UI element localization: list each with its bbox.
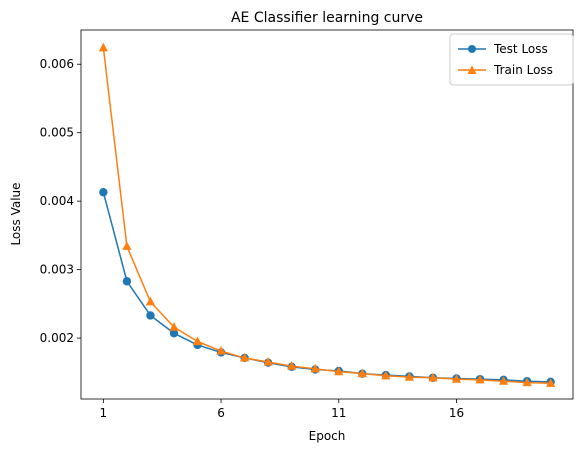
y-tick-label: 0.003: [40, 263, 74, 277]
x-tick-label: 6: [217, 406, 225, 420]
train-loss-point: [263, 357, 273, 366]
train-loss-point: [381, 370, 391, 380]
chart-title: AE Classifier learning curve: [231, 10, 423, 26]
test-loss-point: [122, 277, 132, 286]
legend-test-label: Test Loss: [493, 42, 548, 56]
train-loss-point: [357, 368, 367, 378]
train-loss-point: [546, 378, 556, 387]
test-loss-point: [146, 311, 155, 320]
train-loss-point: [192, 336, 203, 346]
train-loss-point: [122, 241, 132, 250]
test-loss-point: [169, 329, 179, 338]
train-loss-point: [428, 372, 438, 382]
train-loss-point: [169, 322, 179, 331]
y-tick-label: 0.005: [40, 126, 74, 140]
train-loss-point: [98, 42, 108, 52]
legend-train-label: Train Loss: [493, 63, 553, 77]
legend: Test Loss Train Loss: [449, 33, 574, 86]
test-loss-point: [99, 188, 108, 197]
x-tick-label: 16: [449, 406, 464, 420]
train-loss-point: [498, 376, 509, 385]
train-loss-point: [287, 361, 297, 370]
train-loss-point: [451, 374, 462, 383]
y-axis-label: Loss Value: [9, 182, 23, 245]
axes-frame: [80, 29, 574, 400]
train-loss-point: [145, 296, 156, 306]
x-tick-label: 11: [331, 406, 346, 420]
train-loss-point: [522, 377, 532, 387]
y-tick-label: 0.002: [40, 331, 74, 345]
train-loss-point: [334, 366, 344, 376]
train-loss-point: [475, 374, 485, 384]
legend-box: [449, 33, 574, 86]
x-axis-label: Epoch: [309, 429, 346, 443]
legend-train-marker: [467, 65, 477, 74]
x-tick-label: 1: [100, 406, 108, 420]
y-tick-label: 0.006: [40, 57, 74, 71]
train-loss-point: [310, 363, 320, 373]
legend-test-marker: [468, 45, 476, 53]
train-loss-point: [404, 372, 414, 381]
train-loss-point: [240, 352, 250, 362]
train-loss-point: [216, 346, 226, 355]
y-tick-label: 0.004: [40, 194, 74, 208]
